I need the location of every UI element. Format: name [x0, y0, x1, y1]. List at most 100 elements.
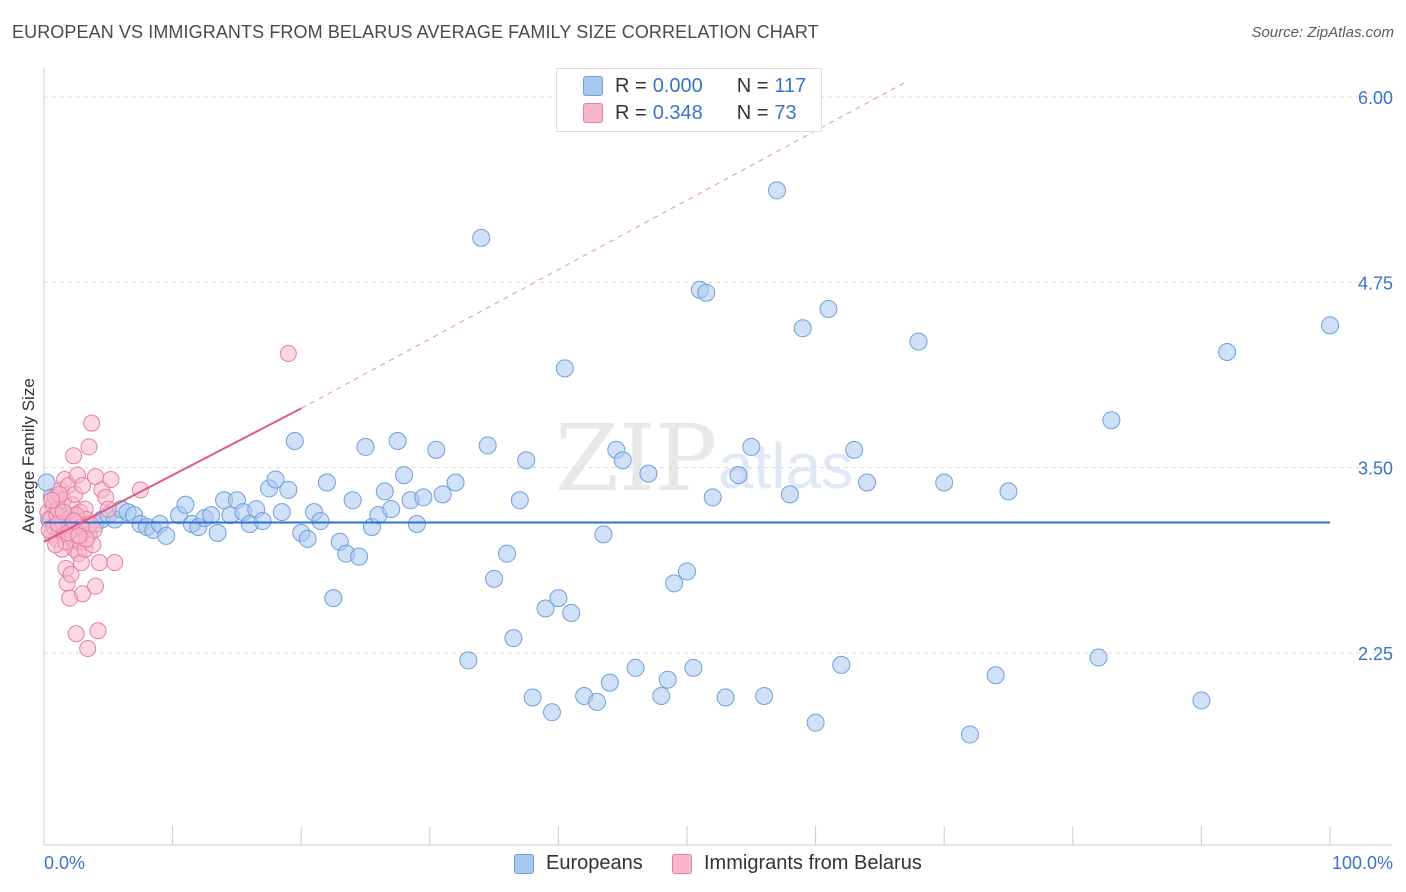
- data-point-europeans: [517, 451, 536, 470]
- legend-label-belarus: Immigrants from Belarus: [704, 852, 922, 874]
- data-point-belarus: [74, 585, 92, 603]
- data-point-belarus: [62, 565, 80, 583]
- data-point-europeans: [446, 473, 465, 492]
- legend-n-value: 117: [774, 74, 807, 97]
- data-point-europeans: [536, 599, 555, 618]
- data-point-europeans: [157, 526, 176, 545]
- legend-swatch-europeans: [514, 853, 534, 874]
- y-axis-label: Average Family Size: [19, 378, 38, 534]
- data-point-belarus: [102, 471, 120, 489]
- data-point-europeans: [562, 603, 581, 622]
- data-point-europeans: [510, 491, 529, 510]
- data-point-europeans: [729, 466, 748, 485]
- data-point-europeans: [1321, 316, 1339, 335]
- data-point-europeans: [555, 359, 574, 378]
- data-point-europeans: [665, 574, 684, 593]
- y-tick-label: 4.75: [1358, 273, 1393, 293]
- data-point-europeans: [459, 651, 478, 670]
- data-point-europeans: [202, 506, 221, 525]
- data-point-europeans: [523, 688, 542, 707]
- legend-swatch-belarus: [672, 853, 692, 874]
- data-point-belarus: [90, 554, 108, 572]
- data-point-europeans: [343, 491, 362, 510]
- x-tick-labels: 0.0% 100.0%: [44, 853, 1393, 873]
- data-point-belarus: [106, 554, 124, 572]
- source-label: Source: ZipAtlas.com: [1251, 24, 1394, 41]
- data-point-europeans: [613, 451, 632, 470]
- series-immigrants-from-belarus: [39, 345, 297, 658]
- data-point-belarus: [80, 438, 98, 456]
- data-point-europeans: [375, 482, 394, 501]
- data-point-europeans: [999, 482, 1018, 501]
- data-point-belarus: [43, 491, 61, 509]
- data-point-europeans: [742, 437, 761, 456]
- legend-row-europeans: R = 0.000 N = 117: [583, 73, 806, 99]
- data-point-europeans: [472, 228, 491, 247]
- data-point-belarus: [79, 640, 97, 658]
- data-point-europeans: [594, 525, 613, 544]
- data-point-europeans: [986, 666, 1005, 685]
- data-point-europeans: [407, 515, 426, 534]
- y-tick-labels: 2.25 3.50 4.75 6.00: [1358, 88, 1393, 664]
- series-legend: Europeans Immigrants from Belarus: [0, 852, 1406, 878]
- data-point-belarus: [83, 414, 101, 432]
- watermark: ZIP atlas: [555, 405, 853, 512]
- data-point-europeans: [909, 332, 928, 351]
- grid-lines: [44, 96, 1392, 654]
- data-point-europeans: [279, 480, 298, 499]
- data-point-europeans: [285, 431, 304, 450]
- legend-n-value: 73: [774, 101, 797, 124]
- data-point-europeans: [832, 655, 851, 674]
- data-point-europeans: [1218, 343, 1237, 362]
- chart-title: EUROPEAN VS IMMIGRANTS FROM BELARUS AVER…: [12, 22, 819, 42]
- correlation-legend: R = 0.000 N = 117 R = 0.348 N = 73: [556, 68, 822, 132]
- data-point-europeans: [819, 300, 838, 319]
- data-point-belarus: [279, 345, 297, 363]
- data-point-europeans: [542, 703, 561, 722]
- data-point-europeans: [845, 440, 864, 459]
- legend-row-belarus: R = 0.348 N = 73: [583, 100, 797, 126]
- data-point-europeans: [960, 725, 979, 744]
- data-point-europeans: [208, 523, 227, 542]
- data-point-europeans: [935, 473, 954, 492]
- legend-label-europeans: Europeans: [546, 852, 643, 874]
- data-point-europeans: [350, 547, 369, 566]
- y-tick-label: 6.00: [1358, 88, 1393, 108]
- data-point-europeans: [600, 673, 619, 692]
- data-point-europeans: [324, 589, 343, 608]
- x-tick-label: 100.0%: [1332, 853, 1393, 873]
- data-point-europeans: [587, 692, 606, 711]
- data-point-belarus: [86, 577, 104, 595]
- data-point-europeans: [678, 562, 696, 581]
- legend-r-value: 0.000: [652, 74, 703, 97]
- data-point-europeans: [806, 713, 825, 732]
- data-point-europeans: [549, 589, 568, 608]
- data-point-europeans: [652, 686, 671, 705]
- data-point-europeans: [1089, 648, 1108, 667]
- legend-item-belarus[interactable]: Immigrants from Belarus: [672, 852, 922, 875]
- data-point-europeans: [858, 473, 877, 492]
- data-point-europeans: [478, 436, 497, 455]
- data-point-europeans: [639, 464, 658, 483]
- legend-n-label: N =: [736, 101, 769, 124]
- legend-r-label: R =: [615, 101, 647, 124]
- data-point-europeans: [497, 544, 516, 563]
- legend-item-europeans[interactable]: Europeans: [514, 852, 643, 875]
- trend-lines: [43, 81, 1330, 543]
- data-point-europeans: [697, 283, 716, 302]
- data-point-europeans: [626, 658, 645, 677]
- watermark-zip: ZIP: [555, 405, 717, 512]
- data-point-europeans: [768, 181, 787, 200]
- data-point-europeans: [356, 437, 375, 456]
- data-point-europeans: [266, 470, 285, 489]
- data-point-europeans: [1192, 691, 1211, 710]
- data-point-europeans: [382, 500, 401, 519]
- trend-line-belarus: [43, 407, 302, 543]
- x-tick-label: 0.0%: [44, 853, 85, 873]
- data-point-europeans: [716, 688, 735, 707]
- data-point-europeans: [176, 495, 195, 514]
- axes: [43, 68, 1392, 846]
- legend-swatch-belarus: [583, 103, 603, 123]
- data-point-europeans: [793, 319, 812, 338]
